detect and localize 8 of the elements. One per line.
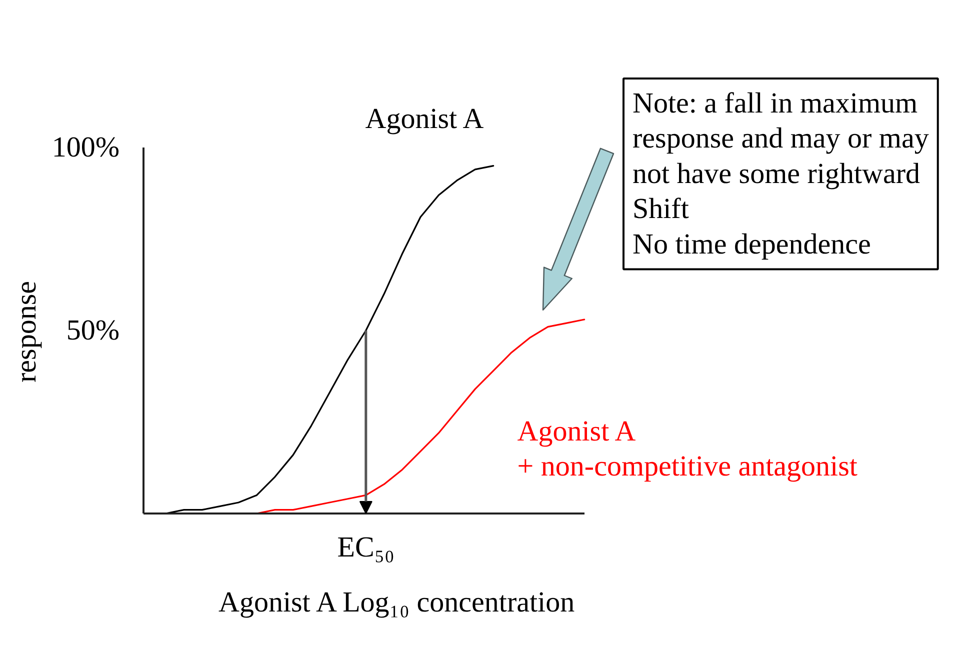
y-axis-title: response <box>10 281 42 382</box>
series-label: Agonist A <box>365 102 484 135</box>
x-tick-label: EC₅₀ <box>337 532 395 564</box>
y-tick-label: 100% <box>52 132 120 164</box>
y-tick-label: 50% <box>66 314 120 346</box>
x-axis-title: Agonist A Log₁₀ concentration <box>218 586 576 618</box>
series-label: Agonist A + non-competitive antagonist <box>517 416 858 483</box>
text: Note: a fall in maximum response and may or may not have some rightward Shift No time dependence <box>632 88 930 260</box>
